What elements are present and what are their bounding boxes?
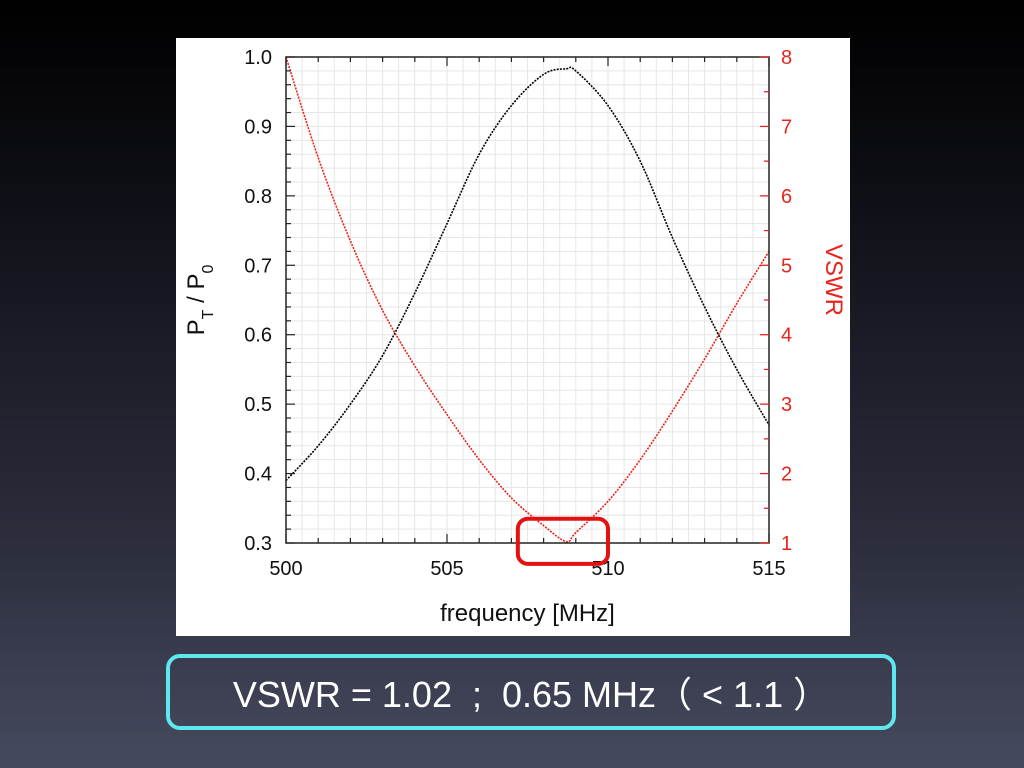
y2-axis-title: VSWR [820,244,847,316]
y-tick-label: 0.3 [244,533,272,555]
series-line-power-ratio [285,66,770,482]
y-tick-label: 0.5 [244,394,272,416]
x-tick-label: 505 [430,558,463,580]
x-tick-label: 515 [752,558,785,580]
y2-tick-label: 7 [781,116,792,138]
y2-tick-label: 8 [781,47,792,69]
y-axis-title: PT / P0 [183,265,217,336]
y-tick-label: 0.8 [244,186,272,208]
y-tick-label: 0.9 [244,116,272,138]
y2-tick-label: 6 [781,186,792,208]
y-axis-title-sub2: 0 [200,265,217,274]
y-tick-label: 1.0 [244,47,272,69]
chart-panel: 500 505 510 515 0.3 0.4 0.5 0.6 0.7 0.8 0.9 1.0 1 2 3 4… [176,38,850,636]
y2-tick-label: 3 [781,394,792,416]
x-tick-label: 500 [269,558,302,580]
y-tick-label: 0.6 [244,325,272,347]
tick-labels: 500 505 510 515 0.3 0.4 0.5 0.6 0.7 0.8 0.9 1.0 1 2 3 4… [244,47,792,580]
chart: 500 505 510 515 0.3 0.4 0.5 0.6 0.7 0.8 0.9 1.0 1 2 3 4… [183,47,847,627]
y-axis-title-mid: / P [183,274,210,310]
y-tick-label: 0.7 [244,255,272,277]
y-tick-label: 0.4 [244,464,272,486]
grid [286,57,769,543]
highlight [515,516,610,566]
y2-tick-label: 4 [781,325,792,347]
ticks [285,56,770,544]
highlight-box [515,516,610,566]
y-axis-title-sub1: T [200,309,217,319]
x-axis-title: frequency [MHz] [440,600,615,627]
caption-box: VSWR = 1.02 ; 0.65 MHz（ < 1.1 ） [166,654,896,730]
x-tick-label: 510 [591,558,624,580]
y2-tick-label: 5 [781,255,792,277]
y-axis-title-main: P [183,319,210,335]
y2-tick-label: 2 [781,464,792,486]
y2-tick-label: 1 [781,533,792,555]
caption-text: VSWR = 1.02 ; 0.65 MHz（ < 1.1 ） [232,674,830,715]
